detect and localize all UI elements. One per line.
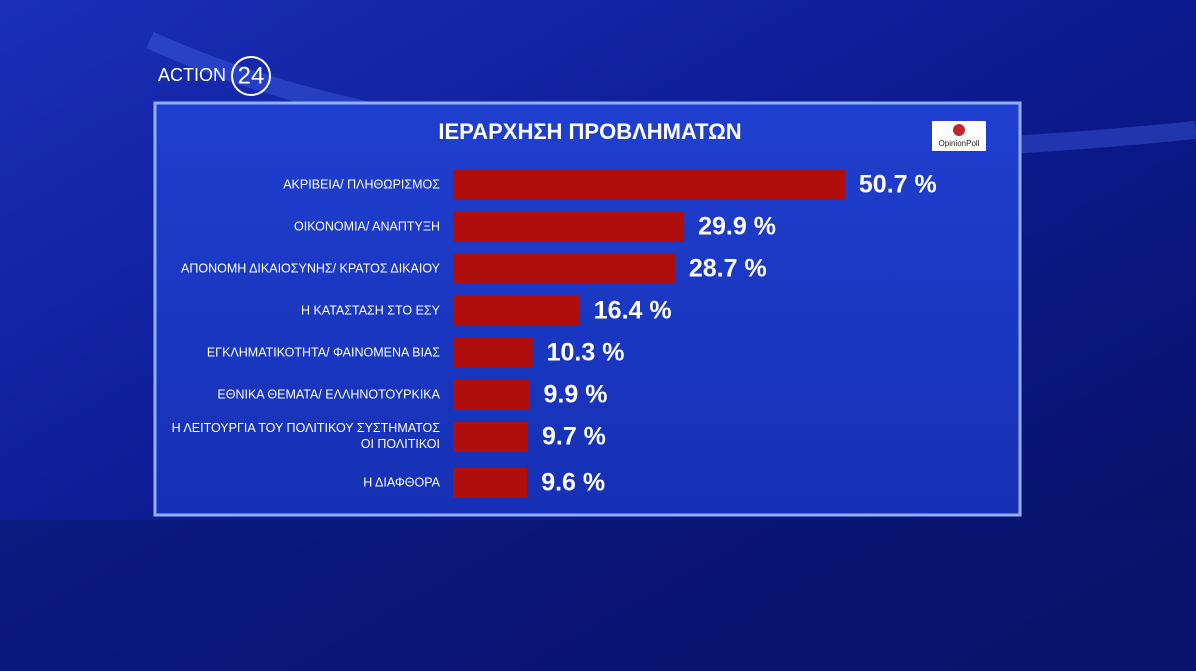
category-label: Η ΔΙΑΦΘΟΡΑ xyxy=(363,475,440,489)
logo-ring xyxy=(231,56,271,96)
value-label: 29.9 % xyxy=(698,213,776,241)
chart-title: ΙΕΡΑΡΧΗΣΗ ΠΡΟΒΛΗΜΑΤΩΝ xyxy=(438,119,741,144)
value-label: 50.7 % xyxy=(859,171,937,199)
bar xyxy=(453,422,528,452)
bar xyxy=(453,380,530,410)
bar xyxy=(453,296,580,326)
source-logo-dot xyxy=(953,124,965,136)
category-label: ΑΠΟΝΟΜΗ ΔΙΚΑΙΟΣΥΝΗΣ/ ΚΡΑΤΟΣ ΔΙΚΑΙΟΥ xyxy=(181,261,441,275)
category-label: ΕΓΚΛΗΜΑΤΙΚΟΤΗΤΑ/ ΦΑΙΝΟΜΕΝΑ ΒΙΑΣ xyxy=(207,345,440,359)
bar xyxy=(453,468,528,498)
channel-name: ACTION xyxy=(158,65,226,85)
panel xyxy=(153,101,1022,517)
category-label: Η ΛΕΙΤΟΥΡΓΙΑ ΤΟΥ ΠΟΛΙΤΙΚΟΥ ΣΥΣΤΗΜΑΤΟΣ ΟΙ … xyxy=(172,421,441,451)
value-label: 16.4 % xyxy=(594,297,672,325)
value-label: 28.7 % xyxy=(689,255,767,283)
bar xyxy=(453,254,675,284)
bar xyxy=(453,170,845,200)
floor xyxy=(0,520,1196,671)
category-label: ΟΙΚΟΝΟΜΙΑ/ ΑΝΑΠΤΥΞΗ xyxy=(294,219,440,233)
bar xyxy=(453,338,533,368)
bar xyxy=(453,212,685,242)
value-label: 10.3 % xyxy=(547,339,625,367)
channel-number: 24 xyxy=(238,62,265,89)
category-label: Η ΚΑΤΑΣΤΑΣΗ ΣΤΟ ΕΣΥ xyxy=(301,303,441,317)
value-label: 9.9 % xyxy=(544,381,608,409)
category-label: ΕΘΝΙΚΑ ΘΕΜΑΤΑ/ ΕΛΛΗΝΟΤΟΥΡΚΙΚΑ xyxy=(217,387,440,401)
value-label: 9.6 % xyxy=(541,469,605,497)
source-name: OpinionPoll xyxy=(939,139,980,148)
value-label: 9.7 % xyxy=(542,423,606,451)
category-label: ΑΚΡΙΒΕΙΑ/ ΠΛΗΘΩΡΙΣΜΟΣ xyxy=(283,177,440,191)
